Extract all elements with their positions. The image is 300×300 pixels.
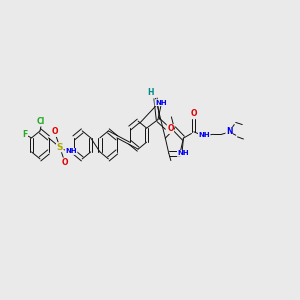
Text: F: F: [22, 130, 28, 139]
Text: O: O: [167, 124, 174, 134]
Text: N: N: [226, 127, 232, 136]
Text: H: H: [147, 88, 153, 97]
Text: O: O: [61, 158, 68, 167]
Text: NH: NH: [65, 148, 77, 154]
Text: NH: NH: [177, 150, 189, 156]
Text: O: O: [52, 128, 58, 136]
Text: NH: NH: [155, 100, 167, 106]
Text: Cl: Cl: [37, 117, 45, 126]
Text: NH: NH: [198, 132, 210, 138]
Text: S: S: [57, 143, 63, 152]
Text: O: O: [190, 109, 197, 118]
